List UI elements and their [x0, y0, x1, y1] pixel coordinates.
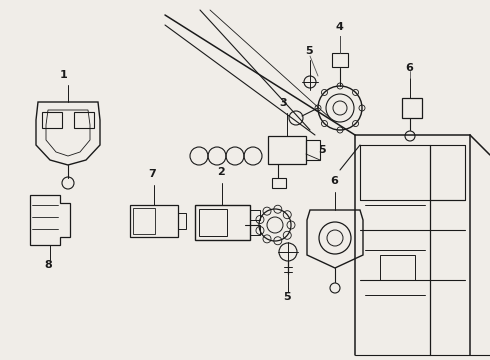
Bar	[306, 140, 320, 160]
Text: 5: 5	[283, 292, 291, 302]
Text: 6: 6	[330, 176, 338, 186]
Text: 1: 1	[60, 70, 68, 80]
Bar	[250, 210, 260, 220]
Bar	[42, 112, 62, 128]
Bar	[250, 225, 260, 235]
Bar	[199, 209, 227, 236]
Bar	[130, 205, 178, 237]
Text: 2: 2	[217, 167, 225, 177]
Bar	[402, 98, 422, 118]
Bar	[332, 53, 348, 67]
Bar	[133, 208, 155, 234]
Text: 7: 7	[148, 169, 156, 179]
Bar	[380, 255, 415, 280]
Text: 6: 6	[405, 63, 413, 73]
Bar	[195, 205, 250, 240]
Text: 8: 8	[44, 260, 52, 270]
Text: 4: 4	[335, 22, 343, 32]
Text: 3: 3	[279, 98, 287, 108]
Bar	[178, 213, 186, 229]
Text: 5: 5	[318, 145, 326, 155]
Text: 5: 5	[305, 46, 313, 56]
Bar	[268, 136, 306, 164]
Bar	[272, 178, 286, 188]
Bar	[74, 112, 94, 128]
